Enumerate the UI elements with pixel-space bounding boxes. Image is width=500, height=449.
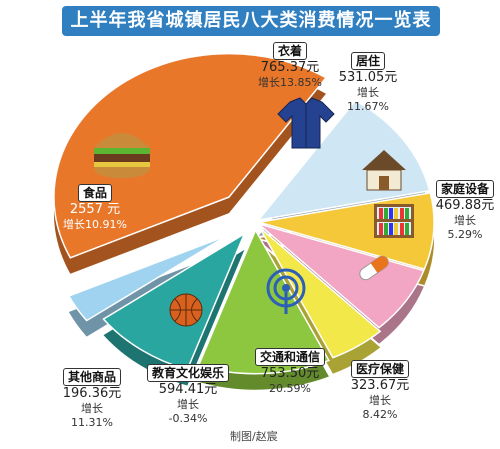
slice-amount: 196.36元	[62, 386, 122, 401]
label-clothing: 衣着 765.37元 增长13.85%	[248, 40, 332, 90]
slice-growth: 增长10.91%	[63, 218, 127, 231]
slice-growth: 20.59%	[269, 382, 311, 395]
house-icon	[362, 150, 406, 191]
slice-growth: 11.67%	[347, 100, 389, 113]
slice-amount: 323.67元	[350, 378, 410, 393]
slice-name: 居住	[350, 52, 385, 70]
pie-slice-0	[53, 52, 328, 259]
label-other-goods: 其他商品 196.36元 增长 11.31%	[52, 366, 132, 430]
slice-growth-prefix: 增长	[177, 398, 199, 411]
pie-slice-7	[67, 234, 228, 322]
label-healthcare: 医疗保健 323.67元 增长 8.42%	[340, 358, 420, 422]
slice-growth: 8.42%	[362, 408, 398, 421]
slice-growth-prefix: 增长	[454, 214, 476, 227]
slice-growth: 增长13.85%	[258, 76, 322, 89]
antenna-icon	[266, 268, 306, 314]
credit-text: 制图/赵宸	[230, 430, 278, 443]
hamburger-icon	[94, 133, 150, 178]
slice-growth-prefix: 增长	[357, 86, 379, 99]
label-transport-communication: 交通和通信 753.50元 20.59%	[240, 346, 340, 396]
label-education-culture-entertainment: 教育文化娱乐 594.41元 增长 -0.34%	[138, 362, 238, 426]
bookshelf-icon	[374, 204, 414, 238]
slice-amount: 531.05元	[338, 70, 398, 85]
pill-icon	[359, 255, 389, 281]
slice-growth: 5.29%	[447, 228, 483, 241]
slice-name: 医疗保健	[350, 360, 409, 378]
slice-name: 教育文化娱乐	[146, 364, 229, 382]
pie-slice-3	[257, 223, 425, 329]
slice-name: 衣着	[272, 42, 307, 60]
slice-name: 交通和通信	[254, 348, 325, 366]
slice-growth-prefix: 增长	[81, 402, 103, 415]
slice-growth-prefix: 增长	[369, 394, 391, 407]
slice-amount: 765.37元	[260, 60, 320, 75]
chart-title-bar: 上半年我省城镇居民八大类消费情况一览表	[62, 6, 440, 36]
slice-name: 食品	[77, 184, 112, 202]
shirt-icon	[277, 97, 335, 149]
basketball-icon	[169, 293, 203, 327]
label-food: 食品 2557 元 增长10.91%	[40, 182, 150, 232]
slice-amount: 469.88元	[435, 198, 495, 213]
pie-slice-4	[258, 226, 382, 359]
chart-title: 上半年我省城镇居民八大类消费情况一览表	[70, 10, 432, 31]
slice-amount: 594.41元	[158, 382, 218, 397]
slice-amount: 753.50元	[260, 366, 320, 381]
label-housing: 居住 531.05元 增长 11.67%	[330, 50, 406, 114]
label-household-equipment: 家庭设备 469.88元 增长 5.29%	[430, 178, 500, 242]
slice-amount: 2557 元	[69, 202, 121, 217]
slice-growth: 11.31%	[71, 416, 113, 429]
slice-growth: -0.34%	[168, 412, 208, 425]
slice-name: 家庭设备	[435, 180, 494, 198]
slice-name: 其他商品	[62, 368, 121, 386]
